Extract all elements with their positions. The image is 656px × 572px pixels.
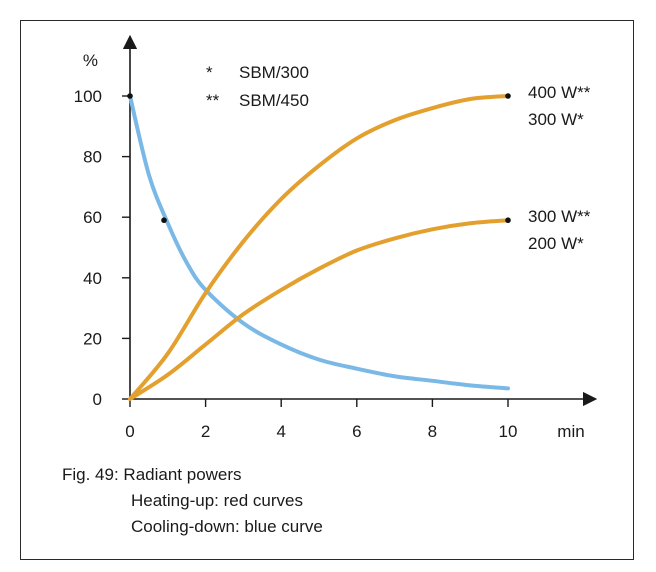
y-tick-label: 100 bbox=[74, 87, 102, 106]
series-end-label: 300 W* bbox=[528, 110, 584, 129]
figure-frame bbox=[20, 20, 634, 560]
x-tick-label: 2 bbox=[201, 422, 210, 441]
caption-line-1: Fig. 49: Radiant powers bbox=[62, 465, 242, 484]
axes bbox=[122, 34, 598, 407]
heating-curve bbox=[128, 218, 510, 401]
x-tick-label: 6 bbox=[352, 422, 361, 441]
series-layer bbox=[128, 94, 510, 401]
series-end-label: 300 W** bbox=[528, 207, 591, 226]
x-tick-label: 8 bbox=[428, 422, 437, 441]
y-tick-label: 60 bbox=[83, 208, 102, 227]
legend-text: SBM/450 bbox=[239, 91, 309, 110]
cooling-curve bbox=[128, 94, 510, 391]
legend-symbol: ** bbox=[206, 91, 220, 110]
y-tick-label: 40 bbox=[83, 269, 102, 288]
x-tick-label: 4 bbox=[276, 422, 285, 441]
legend-symbol: * bbox=[206, 63, 213, 82]
y-tick-label: 20 bbox=[83, 329, 102, 348]
caption-line-3: Cooling-down: blue curve bbox=[131, 517, 323, 536]
y-tick-label: 0 bbox=[93, 390, 102, 409]
data-point-marker bbox=[505, 93, 511, 99]
legend-text: SBM/300 bbox=[239, 63, 309, 82]
marked-points bbox=[127, 93, 511, 224]
axis-ticks: 0 20 40 60 80 100 0 2 4 6 8 10 bbox=[74, 87, 518, 441]
data-point-marker bbox=[127, 93, 133, 99]
x-tick-label: 0 bbox=[125, 422, 134, 441]
y-tick-label: 80 bbox=[83, 148, 102, 167]
y-axis-unit: % bbox=[83, 51, 98, 70]
data-point-marker bbox=[161, 217, 167, 224]
series-end-label: 400 W** bbox=[528, 83, 591, 102]
labels: % min * SBM/300 ** SBM/450 400 W** 300 W* 300 W*… bbox=[83, 51, 591, 441]
caption-line-2: Heating-up: red curves bbox=[131, 491, 303, 510]
series-end-label: 200 W* bbox=[528, 234, 584, 253]
x-tick-label: 10 bbox=[499, 422, 518, 441]
figure-caption: Fig. 49: Radiant powers Heating-up: red … bbox=[62, 462, 323, 540]
heating-curve bbox=[128, 94, 510, 401]
x-axis-unit: min bbox=[557, 422, 584, 441]
data-point-marker bbox=[505, 217, 511, 224]
